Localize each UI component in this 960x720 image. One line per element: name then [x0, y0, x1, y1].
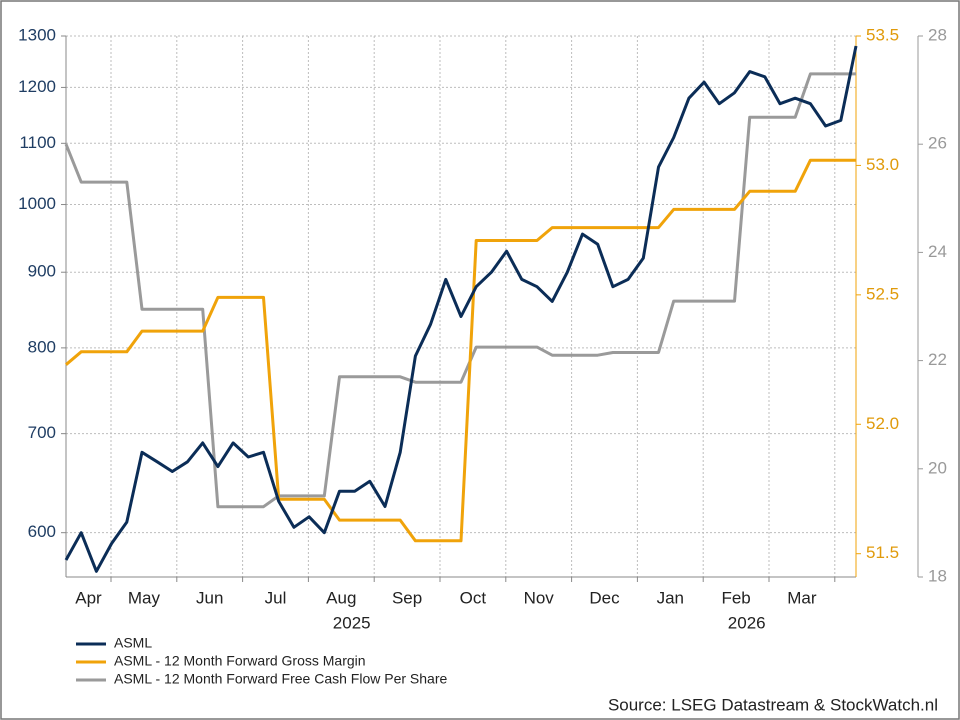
legend-label: ASML - 12 Month Forward Free Cash Flow P… — [114, 671, 447, 687]
x-tick-label: Sep — [392, 588, 422, 607]
y-tick-label: 600 — [28, 522, 56, 541]
y3-tick-label: 18 — [928, 566, 947, 585]
y-tick-label: 1100 — [19, 133, 56, 152]
y2-tick-label: 53.0 — [866, 155, 899, 174]
x-tick-label: Jul — [265, 588, 287, 607]
series-line — [64, 72, 856, 509]
y-tick-label: 1200 — [18, 77, 56, 96]
legend-label: ASML - 12 Month Forward Gross Margin — [114, 653, 366, 669]
x-tick-label: Feb — [721, 588, 750, 607]
y2-tick-label: 51.5 — [866, 543, 899, 562]
x-tick-label: Mar — [787, 588, 817, 607]
y3-tick-label: 22 — [928, 350, 947, 369]
x-tick-label: Dec — [589, 588, 620, 607]
x-tick-label: May — [128, 588, 161, 607]
y-tick-label: 900 — [28, 262, 56, 281]
x-tick-label: Apr — [75, 588, 102, 607]
series-line — [64, 45, 858, 573]
y3-tick-label: 20 — [928, 458, 947, 477]
y-tick-label: 700 — [28, 423, 56, 442]
y-tick-label: 1300 — [18, 25, 56, 44]
y3-tick-label: 28 — [928, 25, 947, 44]
y-tick-label: 800 — [28, 337, 56, 356]
year-label: 2026 — [728, 613, 766, 632]
x-tick-label: Aug — [326, 588, 356, 607]
x-tick-label: Jun — [196, 588, 223, 607]
series-line — [65, 158, 856, 543]
y2-tick-label: 53.5 — [866, 25, 899, 44]
x-tick-label: Oct — [460, 588, 487, 607]
y2-tick-label: 52.5 — [866, 284, 899, 303]
legend-label: ASML — [114, 635, 152, 651]
source-note: Source: LSEG Datastream & StockWatch.nl — [608, 695, 938, 714]
x-tick-label: Jan — [657, 588, 684, 607]
y-tick-label: 1000 — [18, 194, 56, 213]
year-label: 2025 — [333, 613, 371, 632]
x-tick-label: Nov — [524, 588, 555, 607]
y2-tick-label: 52.0 — [866, 414, 899, 433]
y3-tick-label: 24 — [928, 242, 947, 261]
y3-tick-label: 26 — [928, 134, 947, 153]
